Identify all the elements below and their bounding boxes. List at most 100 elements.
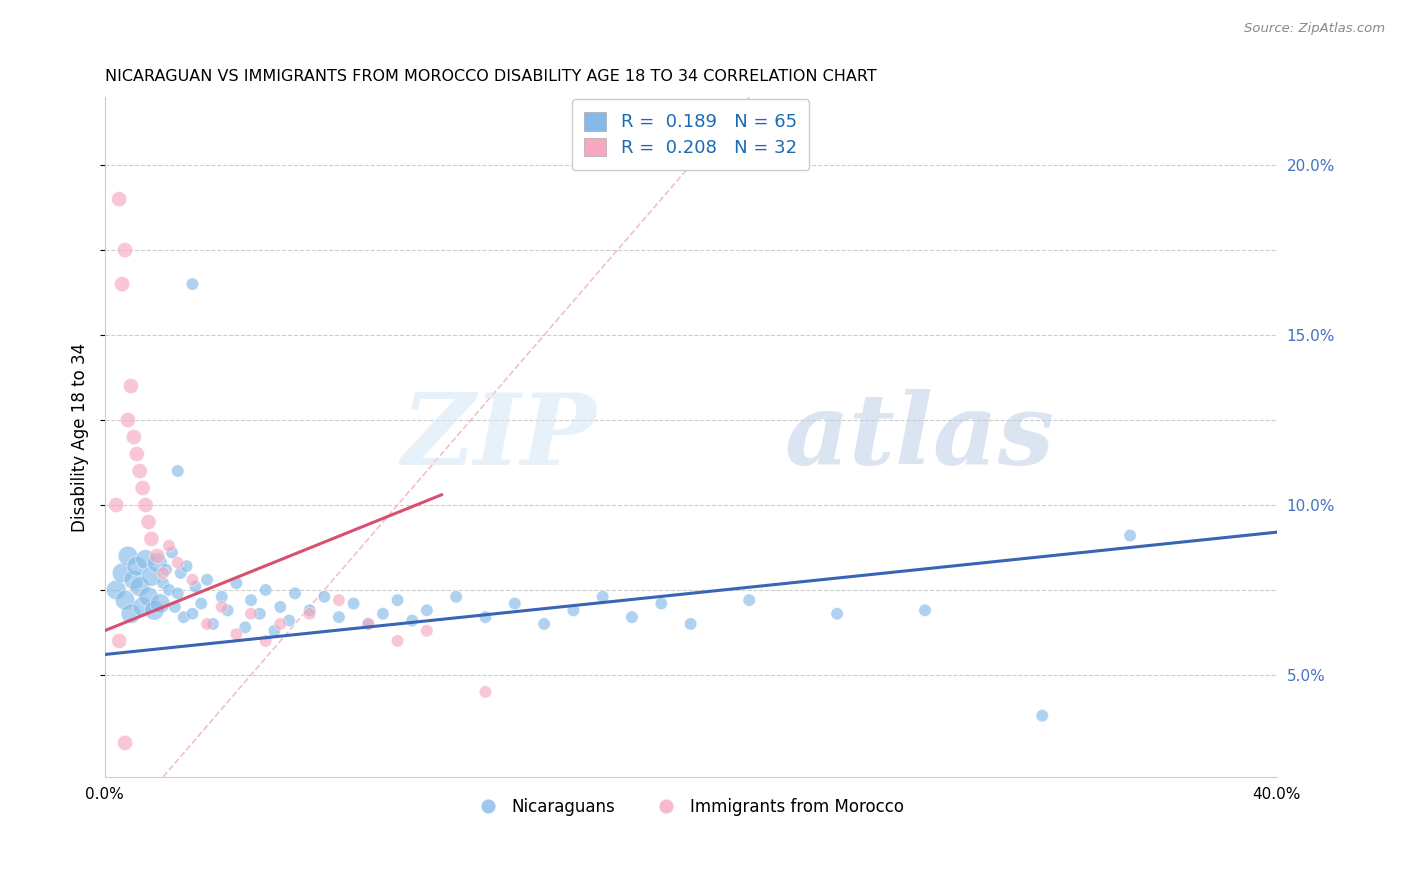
Point [225,576,247,591]
Point [249,607,271,621]
Point [138,515,160,529]
Point [128,464,150,478]
Text: Source: ZipAtlas.com: Source: ZipAtlas.com [1244,22,1385,36]
Point [105,498,128,512]
Point [278,614,301,628]
Point [444,590,467,604]
Point [240,607,263,621]
Text: ZIP: ZIP [402,389,596,485]
Point [503,597,526,611]
Point [562,603,585,617]
Point [1031,708,1053,723]
Point [135,552,157,566]
Point [269,616,291,631]
Point [201,616,224,631]
Point [284,586,307,600]
Point [117,413,139,427]
Point [181,573,204,587]
Point [152,576,174,591]
Point [342,597,364,611]
Point [149,597,172,611]
Point [176,559,198,574]
Point [416,603,439,617]
Point [135,498,157,512]
Point [163,599,186,614]
Point [371,607,394,621]
Point [146,556,169,570]
Point [181,607,204,621]
Point [738,593,761,607]
Point [328,610,350,624]
Point [401,614,423,628]
Point [170,566,193,580]
Point [269,599,291,614]
Point [387,634,409,648]
Point [160,545,183,559]
Point [152,566,174,580]
Point [592,590,614,604]
Text: NICARAGUAN VS IMMIGRANTS FROM MOROCCO DISABILITY AGE 18 TO 34 CORRELATION CHART: NICARAGUAN VS IMMIGRANTS FROM MOROCCO DI… [104,69,876,84]
Point [166,586,188,600]
Point [211,590,233,604]
Point [679,616,702,631]
Point [146,549,169,563]
Point [120,379,142,393]
Point [650,597,672,611]
Point [254,582,277,597]
Point [474,610,496,624]
Point [620,610,643,624]
Point [105,582,128,597]
Point [111,277,134,291]
Point [111,566,134,580]
Point [141,569,163,583]
Point [217,603,239,617]
Point [166,464,188,478]
Point [474,685,496,699]
Text: atlas: atlas [785,389,1054,485]
Point [128,580,150,594]
Point [173,610,195,624]
Point [914,603,936,617]
Point [298,603,321,617]
Y-axis label: Disability Age 18 to 34: Disability Age 18 to 34 [72,343,89,532]
Legend: Nicaraguans, Immigrants from Morocco: Nicaraguans, Immigrants from Morocco [471,791,910,823]
Point [211,599,233,614]
Point [108,634,131,648]
Point [240,593,263,607]
Point [254,634,277,648]
Point [157,539,180,553]
Point [195,573,218,587]
Point [120,607,142,621]
Point [416,624,439,638]
Point [181,277,204,291]
Point [233,620,256,634]
Point [263,624,285,638]
Point [131,599,153,614]
Point [357,616,380,631]
Point [195,616,218,631]
Point [157,582,180,597]
Point [387,593,409,607]
Point [138,590,160,604]
Point [122,573,145,587]
Point [125,447,148,461]
Point [143,603,166,617]
Point [125,559,148,574]
Point [117,549,139,563]
Point [114,593,136,607]
Point [225,627,247,641]
Point [141,532,163,546]
Point [184,580,207,594]
Point [533,616,555,631]
Point [825,607,848,621]
Point [328,593,350,607]
Point [114,736,136,750]
Point [131,481,153,495]
Point [314,590,336,604]
Point [1119,528,1142,542]
Point [108,192,131,206]
Point [122,430,145,444]
Point [114,243,136,257]
Point [190,597,212,611]
Point [357,616,380,631]
